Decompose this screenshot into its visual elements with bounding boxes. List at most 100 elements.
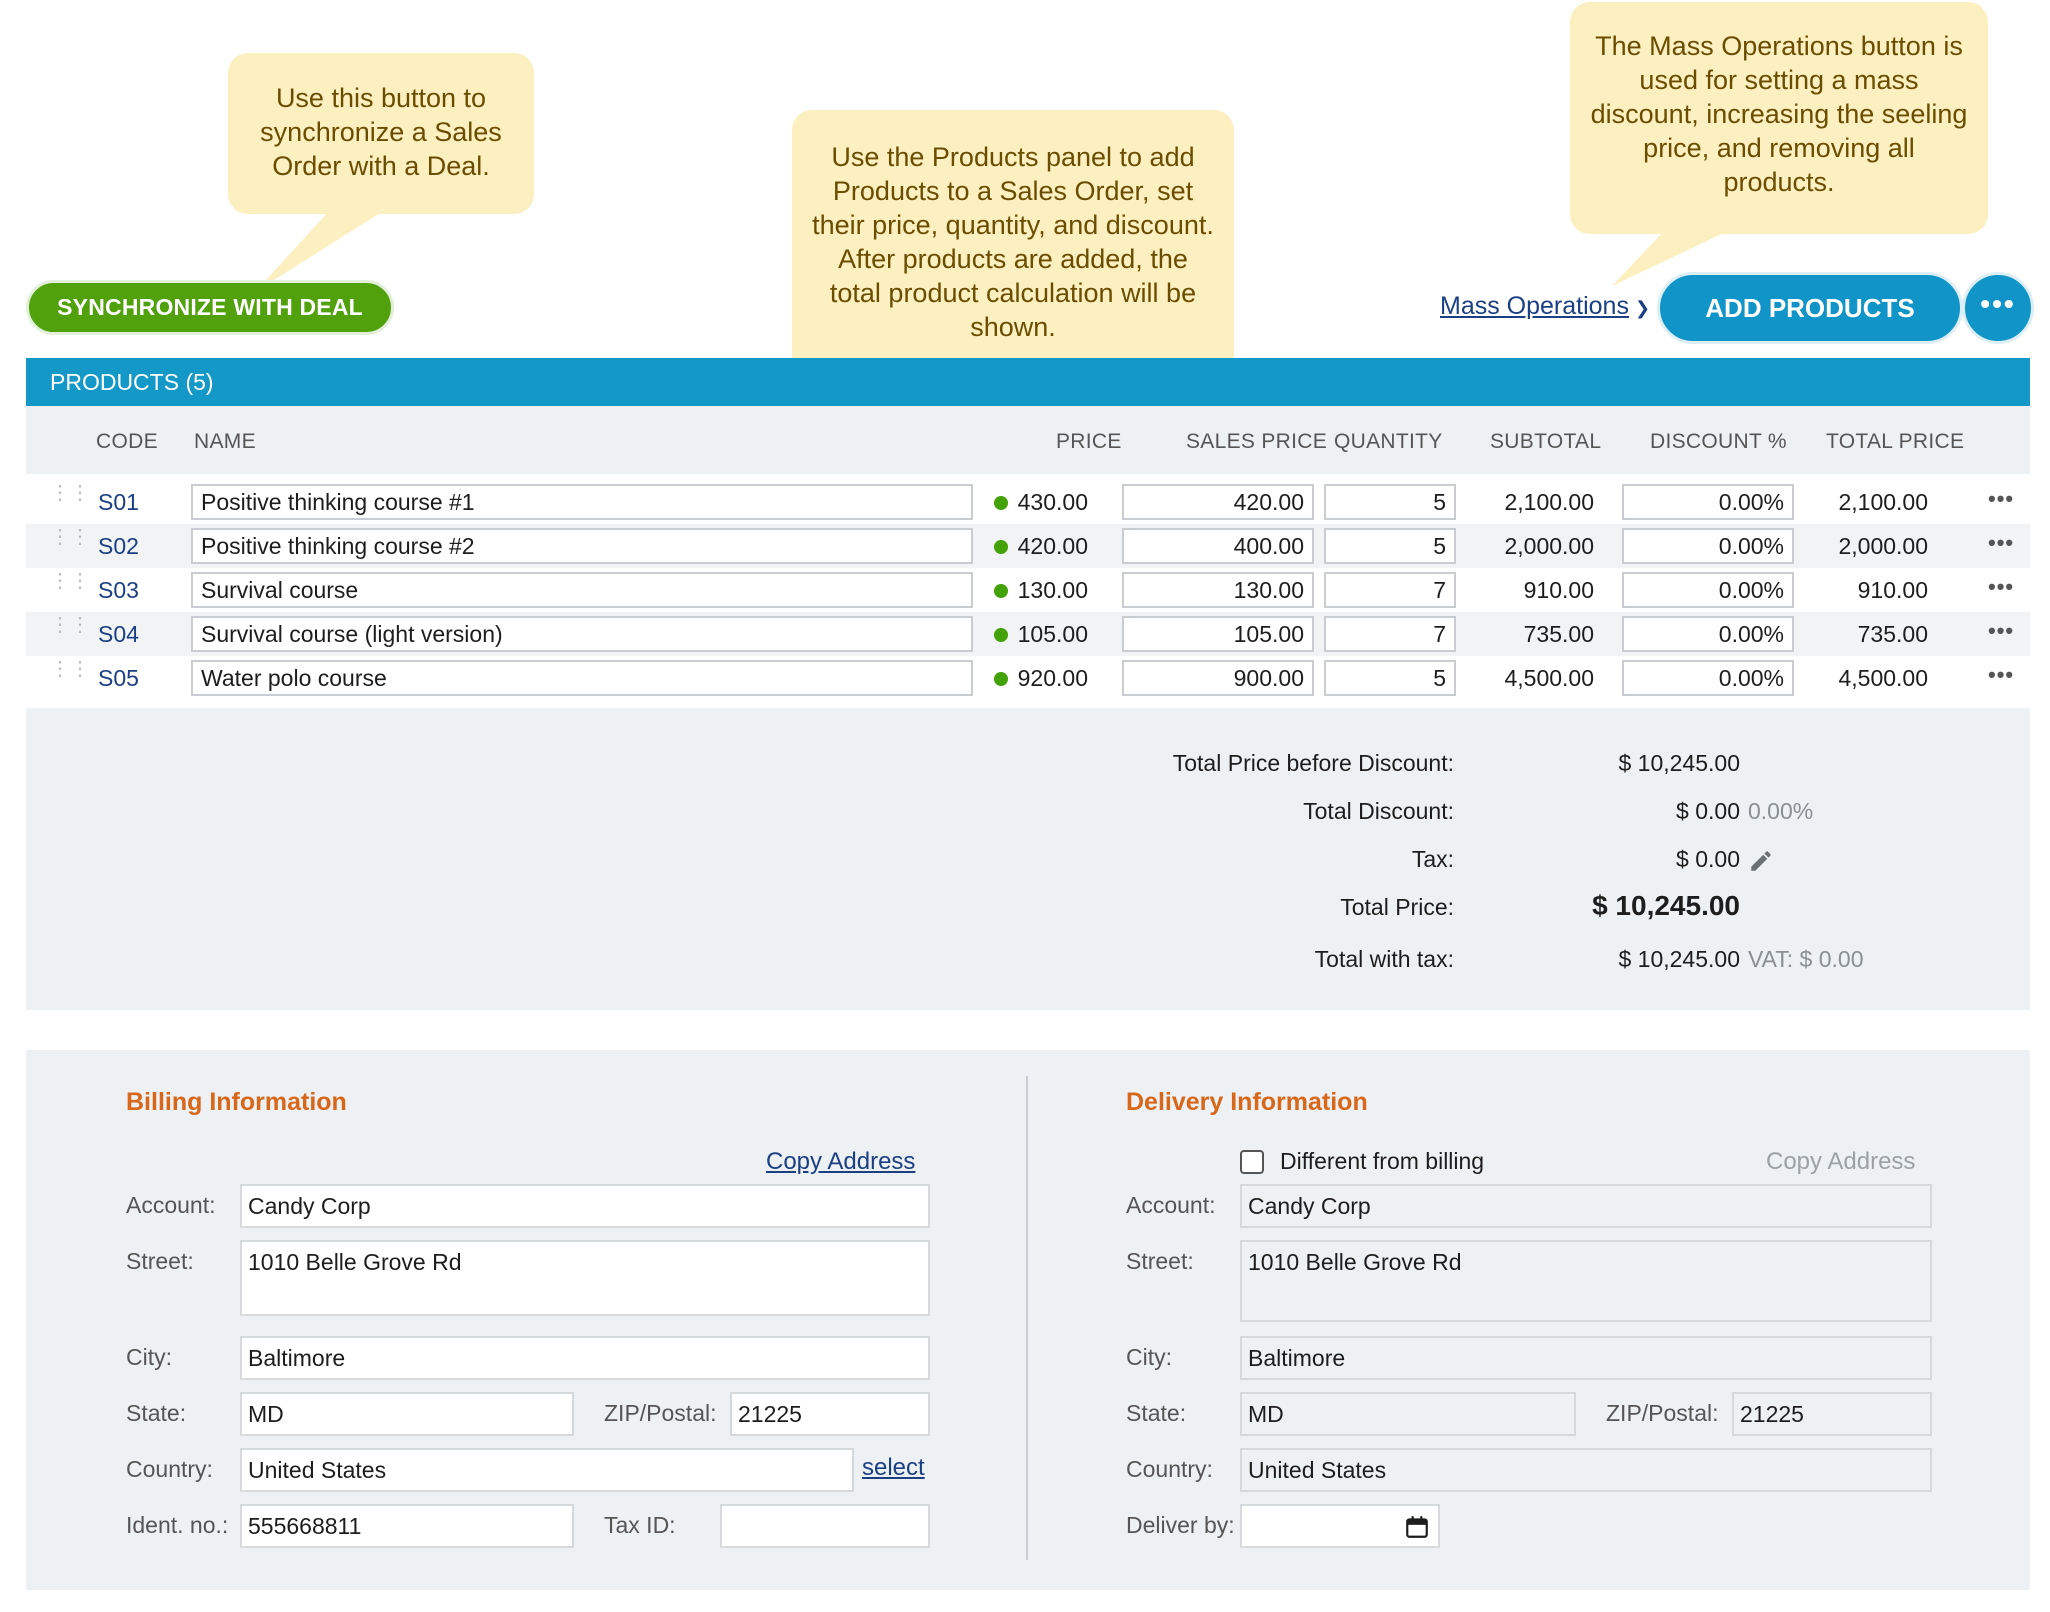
total-with-tax-value: $ 10,245.00 bbox=[1618, 946, 1740, 972]
different-from-billing-checkbox[interactable] bbox=[1240, 1150, 1264, 1174]
billing-country-select-link[interactable]: select bbox=[862, 1454, 925, 1481]
total-with-tax-row: Total with tax: $ 10,245.00 VAT: $ 0.00 bbox=[26, 940, 2030, 980]
sales-price-input[interactable]: 130.00 bbox=[1122, 572, 1314, 608]
add-products-button[interactable]: ADD PRODUCTS bbox=[1657, 272, 1963, 344]
delivery-title: Delivery Information bbox=[1126, 1088, 1368, 1116]
total-price-value: $ 10,245.00 bbox=[1592, 890, 1740, 921]
row-more-icon[interactable]: ••• bbox=[1988, 574, 2015, 599]
sales-price-input[interactable]: 400.00 bbox=[1122, 528, 1314, 564]
table-row: ⋮⋮ S02 Positive thinking course #2 420.0… bbox=[26, 524, 2030, 568]
product-code-link[interactable]: S01 bbox=[98, 489, 139, 515]
synchronize-with-deal-button[interactable]: SYNCHRONIZE WITH DEAL bbox=[26, 280, 394, 335]
discount-input[interactable]: 0.00% bbox=[1622, 660, 1794, 696]
table-row: ⋮⋮ S04 Survival course (light version) 1… bbox=[26, 612, 2030, 656]
total-price-value: 2,000.00 bbox=[1838, 533, 1928, 559]
billing-street-label: Street: bbox=[126, 1248, 194, 1274]
discount-input[interactable]: 0.00% bbox=[1622, 572, 1794, 608]
edit-pencil-icon[interactable] bbox=[1748, 848, 1774, 874]
product-code-link[interactable]: S02 bbox=[98, 533, 139, 559]
more-options-button[interactable]: ••• bbox=[1962, 272, 2034, 344]
delivery-state-label: State: bbox=[1126, 1400, 1187, 1426]
calendar-icon[interactable] bbox=[1404, 1514, 1430, 1540]
products-panel-title: PRODUCTS (5) bbox=[26, 358, 2030, 406]
drag-handle-icon[interactable]: ⋮⋮ bbox=[50, 570, 90, 592]
tax-label: Tax: bbox=[1411, 846, 1454, 872]
price-value: 130.00 bbox=[1017, 577, 1088, 603]
discount-input[interactable]: 0.00% bbox=[1622, 528, 1794, 564]
sales-price-input[interactable]: 420.00 bbox=[1122, 484, 1314, 520]
products-table: ⋮⋮ S01 Positive thinking course #1 430.0… bbox=[26, 480, 2030, 700]
product-name-input[interactable]: Positive thinking course #1 bbox=[191, 484, 973, 520]
quantity-input[interactable]: 5 bbox=[1324, 484, 1456, 520]
status-dot-icon bbox=[994, 628, 1008, 642]
total-price-label: Total Price: bbox=[1340, 894, 1454, 920]
billing-ident-input[interactable]: 555668811 bbox=[240, 1504, 574, 1548]
drag-handle-icon[interactable]: ⋮⋮ bbox=[50, 658, 90, 680]
table-row: ⋮⋮ S01 Positive thinking course #1 430.0… bbox=[26, 480, 2030, 524]
delivery-city-input: Baltimore bbox=[1240, 1336, 1932, 1380]
table-row: ⋮⋮ S03 Survival course 130.00 130.00 7 9… bbox=[26, 568, 2030, 612]
status-dot-icon bbox=[994, 584, 1008, 598]
delivery-state-input: MD bbox=[1240, 1392, 1576, 1436]
products-column-headers: CODE NAME PRICE SALES PRICE QUANTITY SUB… bbox=[26, 406, 2030, 474]
col-sales-price: SALES PRICE bbox=[1186, 430, 1328, 453]
row-more-icon[interactable]: ••• bbox=[1988, 618, 2015, 643]
row-more-icon[interactable]: ••• bbox=[1988, 530, 2015, 555]
vat-value: VAT: $ 0.00 bbox=[1748, 946, 1864, 972]
mass-operations-label: Mass Operations bbox=[1440, 292, 1629, 320]
billing-country-label: Country: bbox=[126, 1456, 213, 1482]
billing-zip-label: ZIP/Postal: bbox=[604, 1400, 717, 1426]
billing-copy-address-link[interactable]: Copy Address bbox=[766, 1148, 916, 1175]
total-before-discount-value: $ 10,245.00 bbox=[1618, 750, 1740, 776]
billing-taxid-input[interactable] bbox=[720, 1504, 930, 1548]
status-dot-icon bbox=[994, 672, 1008, 686]
delivery-country-input: United States bbox=[1240, 1448, 1932, 1492]
address-divider bbox=[1026, 1076, 1028, 1560]
chevron-down-icon: ❯ bbox=[1634, 298, 1651, 318]
total-discount-percent: 0.00% bbox=[1748, 798, 1814, 824]
callout-sync: Use this button to synchronize a Sales O… bbox=[228, 53, 534, 214]
product-name-input[interactable]: Survival course (light version) bbox=[191, 616, 973, 652]
billing-city-input[interactable]: Baltimore bbox=[240, 1336, 930, 1380]
discount-input[interactable]: 0.00% bbox=[1622, 616, 1794, 652]
drag-handle-icon[interactable]: ⋮⋮ bbox=[50, 614, 90, 636]
product-name-input[interactable]: Survival course bbox=[191, 572, 973, 608]
mass-operations-link[interactable]: Mass Operations ❯ bbox=[1440, 292, 1650, 321]
quantity-input[interactable]: 7 bbox=[1324, 572, 1456, 608]
totals-section: Total Price before Discount: $ 10,245.00… bbox=[26, 708, 2030, 1010]
drag-handle-icon[interactable]: ⋮⋮ bbox=[50, 526, 90, 548]
product-code-link[interactable]: S05 bbox=[98, 665, 139, 691]
billing-city-label: City: bbox=[126, 1344, 172, 1370]
callout-mass-ops: The Mass Operations button is used for s… bbox=[1570, 2, 1988, 234]
subtotal-value: 4,500.00 bbox=[1504, 665, 1594, 691]
quantity-input[interactable]: 5 bbox=[1324, 660, 1456, 696]
billing-country-input[interactable]: United States bbox=[240, 1448, 854, 1492]
product-code-link[interactable]: S04 bbox=[98, 621, 139, 647]
product-name-input[interactable]: Positive thinking course #2 bbox=[191, 528, 973, 564]
product-name-input[interactable]: Water polo course bbox=[191, 660, 973, 696]
billing-zip-input[interactable]: 21225 bbox=[730, 1392, 930, 1436]
total-discount-value: $ 0.00 bbox=[1676, 798, 1740, 824]
billing-account-label: Account: bbox=[126, 1192, 216, 1218]
deliver-by-label: Deliver by: bbox=[1126, 1512, 1235, 1538]
billing-street-input[interactable]: 1010 Belle Grove Rd bbox=[240, 1240, 930, 1316]
drag-handle-icon[interactable]: ⋮⋮ bbox=[50, 482, 90, 504]
quantity-input[interactable]: 5 bbox=[1324, 528, 1456, 564]
sales-price-input[interactable]: 105.00 bbox=[1122, 616, 1314, 652]
row-more-icon[interactable]: ••• bbox=[1988, 486, 2015, 511]
sales-price-input[interactable]: 900.00 bbox=[1122, 660, 1314, 696]
status-dot-icon bbox=[994, 496, 1008, 510]
delivery-account-input: Candy Corp bbox=[1240, 1184, 1932, 1228]
row-more-icon[interactable]: ••• bbox=[1988, 662, 2015, 687]
discount-input[interactable]: 0.00% bbox=[1622, 484, 1794, 520]
billing-title: Billing Information bbox=[126, 1088, 347, 1116]
status-dot-icon bbox=[994, 540, 1008, 554]
delivery-city-label: City: bbox=[1126, 1344, 1172, 1370]
delivery-copy-address-link: Copy Address bbox=[1766, 1148, 1916, 1175]
product-code-link[interactable]: S03 bbox=[98, 577, 139, 603]
total-price-row: Total Price: $ 10,245.00 bbox=[26, 888, 2030, 928]
billing-account-input[interactable]: Candy Corp bbox=[240, 1184, 930, 1228]
quantity-input[interactable]: 7 bbox=[1324, 616, 1456, 652]
billing-state-input[interactable]: MD bbox=[240, 1392, 574, 1436]
total-price-value: 4,500.00 bbox=[1838, 665, 1928, 691]
